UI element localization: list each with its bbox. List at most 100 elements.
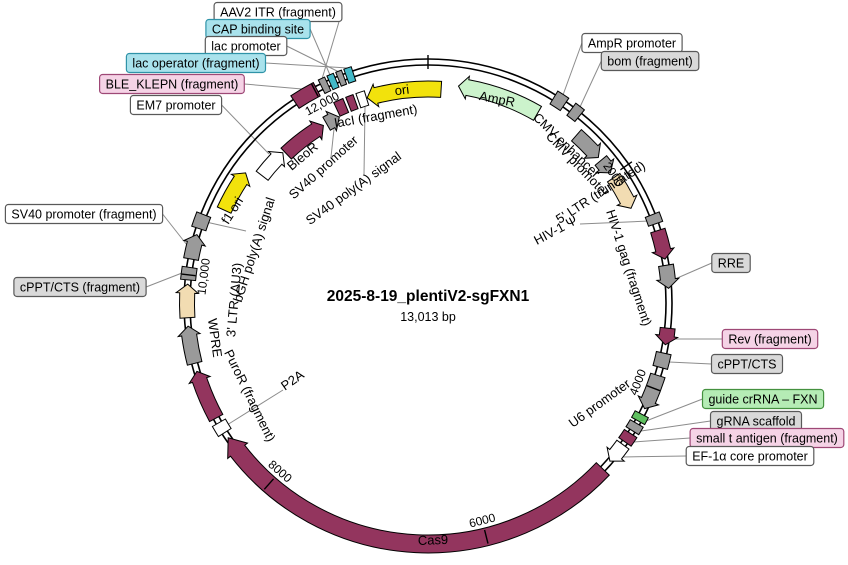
callout-leader-ble_klepn [244,83,303,90]
callout-ef1a[interactable]: EF-1α core promoter [685,445,815,467]
callout-box-cppt_cts [710,353,784,375]
feature-u6[interactable] [637,372,666,410]
callout-leader-cap_site [309,28,331,76]
callout-box-rev [721,328,819,350]
layer-leaders [145,11,723,458]
inline-label-ori[interactable]: ori [394,82,410,99]
callout-sv40_prom_frag[interactable]: SV40 promoter (fragment) [4,203,164,225]
callout-scaffold[interactable]: gRNA scaffold [709,410,803,432]
callout-aav2_itr[interactable]: AAV2 ITR (fragment) [213,1,343,23]
callout-cppt_frag[interactable]: cPPT/CTS (fragment) [13,276,147,298]
feature-cmv_enhancer[interactable] [570,128,602,159]
feature-ltr3[interactable] [174,283,200,319]
callout-lac_promoter[interactable]: lac promoter [204,35,288,57]
callout-text-ampr_promoter: AmpR promoter [588,37,676,51]
callout-leader-sv40_prom_frag [162,213,188,246]
feature-bgh_polya[interactable] [191,211,212,232]
feature-lac_promoter[interactable] [335,69,348,87]
feature-bleor[interactable] [280,120,324,160]
callout-box-ef1a [685,445,815,467]
feature-f1_ori[interactable] [216,172,251,214]
callout-cap_site[interactable]: CAP binding site [205,18,311,40]
feature-ltr5[interactable] [606,172,638,209]
feature-lac_operator[interactable] [343,66,357,84]
inline-leader-bgh_polya [205,221,247,232]
tick-12,000 [310,83,319,97]
inline-label-wpre[interactable]: WPRE [205,317,225,358]
feature-laci_a[interactable] [333,97,350,117]
feature-ef1a[interactable] [606,439,630,462]
callout-box-lac_operator [125,52,267,74]
feature-ble_klepn[interactable] [290,81,321,109]
feature-ori[interactable] [366,80,443,108]
callout-box-em7 [129,94,223,116]
inline-leader-p2a [226,389,284,426]
feature-hiv1_gag[interactable] [650,227,676,260]
feature-em7[interactable] [255,150,286,181]
feature-bom[interactable] [566,102,586,123]
plasmid-size: 13,013 bp [400,310,456,324]
feature-sv40_promoter[interactable] [322,110,340,133]
feature-wpre[interactable] [176,325,203,366]
callout-text-lac_operator: lac operator (fragment) [132,57,259,71]
callout-text-rev: Rev (fragment) [728,333,811,347]
callout-small_t[interactable]: small t antigen (fragment) [689,427,845,449]
inline-label-cas9[interactable]: Cas9 [418,532,449,548]
feature-rre[interactable] [655,263,681,289]
inline-leader-hiv1_psi [579,220,650,225]
layer-features [174,66,681,554]
callout-rre[interactable]: RRE [711,252,751,274]
inline-label-ltr3[interactable]: 3' LTR (ΔU3) [223,262,244,338]
callout-leader-lac_operator [265,62,349,69]
inline-label-p2a[interactable]: P2A [278,367,307,394]
feature-rev[interactable] [654,326,680,346]
callout-cppt_cts[interactable]: cPPT/CTS [710,353,784,375]
callout-leader-ef1a [621,455,687,458]
inline-label-ampr[interactable]: AmpR [478,88,516,110]
feature-puror[interactable] [188,370,224,423]
feature-ampr[interactable] [457,74,543,121]
feature-cas9[interactable] [227,437,611,554]
callout-box-bom [600,50,700,72]
inline-label-sv40_polya[interactable]: SV40 poly(A) signal [303,148,404,227]
layer-callouts: AAV2 ITR (fragment) CAP binding site lac p… [4,1,845,467]
feature-ampr_promoter[interactable] [549,90,570,112]
feature-hiv1_psi[interactable] [644,211,664,227]
plasmid-title: 2025-8-19_plentiV2-sgFXN1 [327,288,530,305]
feature-scaffold[interactable] [625,419,644,436]
callout-ampr_promoter[interactable]: AmpR promoter [581,32,683,54]
feature-sv40_prom_frag[interactable] [182,233,207,261]
callout-bom[interactable]: bom (fragment) [600,50,700,72]
callout-text-aav2_itr: AAV2 ITR (fragment) [220,6,336,20]
callout-em7[interactable]: EM7 promoter [129,94,223,116]
tick-4000 [646,385,661,392]
feature-cppt_frag[interactable] [180,265,198,282]
feature-aav2_itr[interactable] [317,76,332,95]
callout-lac_operator[interactable]: lac operator (fragment) [125,52,267,74]
callout-leader-cppt_frag [145,272,183,288]
inline-label-hiv1_gag[interactable]: HIV-1 gag (fragment) [603,208,655,328]
callout-text-lac_promoter: lac promoter [211,40,280,54]
tick-10,000 [181,273,196,277]
callout-leader-ampr_promoter [562,42,583,96]
feature-cmv_promoter[interactable] [594,154,615,174]
feature-p2a[interactable] [211,418,232,438]
feature-cap_site[interactable] [326,72,340,91]
callout-leader-em7 [221,104,270,155]
callout-guide[interactable]: guide crRNA – FXN [701,388,825,410]
feature-laci_b[interactable] [345,93,359,112]
callout-ble_klepn[interactable]: BLE_KLEPN (fragment) [98,73,245,95]
feature-guide[interactable] [630,410,650,426]
callout-leader-guide [645,398,703,422]
callout-rev[interactable]: Rev (fragment) [721,328,819,350]
callout-text-bom: bom (fragment) [607,55,692,69]
feature-sv40_polya[interactable] [355,90,370,109]
feature-small_t[interactable] [618,428,638,447]
tick-6000 [483,529,489,544]
inline-label-u6[interactable]: U6 promoter [566,375,634,430]
tick-label-10,000: 10,000 [194,257,212,295]
feature-cppt_cts[interactable] [652,350,672,371]
callout-leader-cppt_cts [668,361,712,365]
